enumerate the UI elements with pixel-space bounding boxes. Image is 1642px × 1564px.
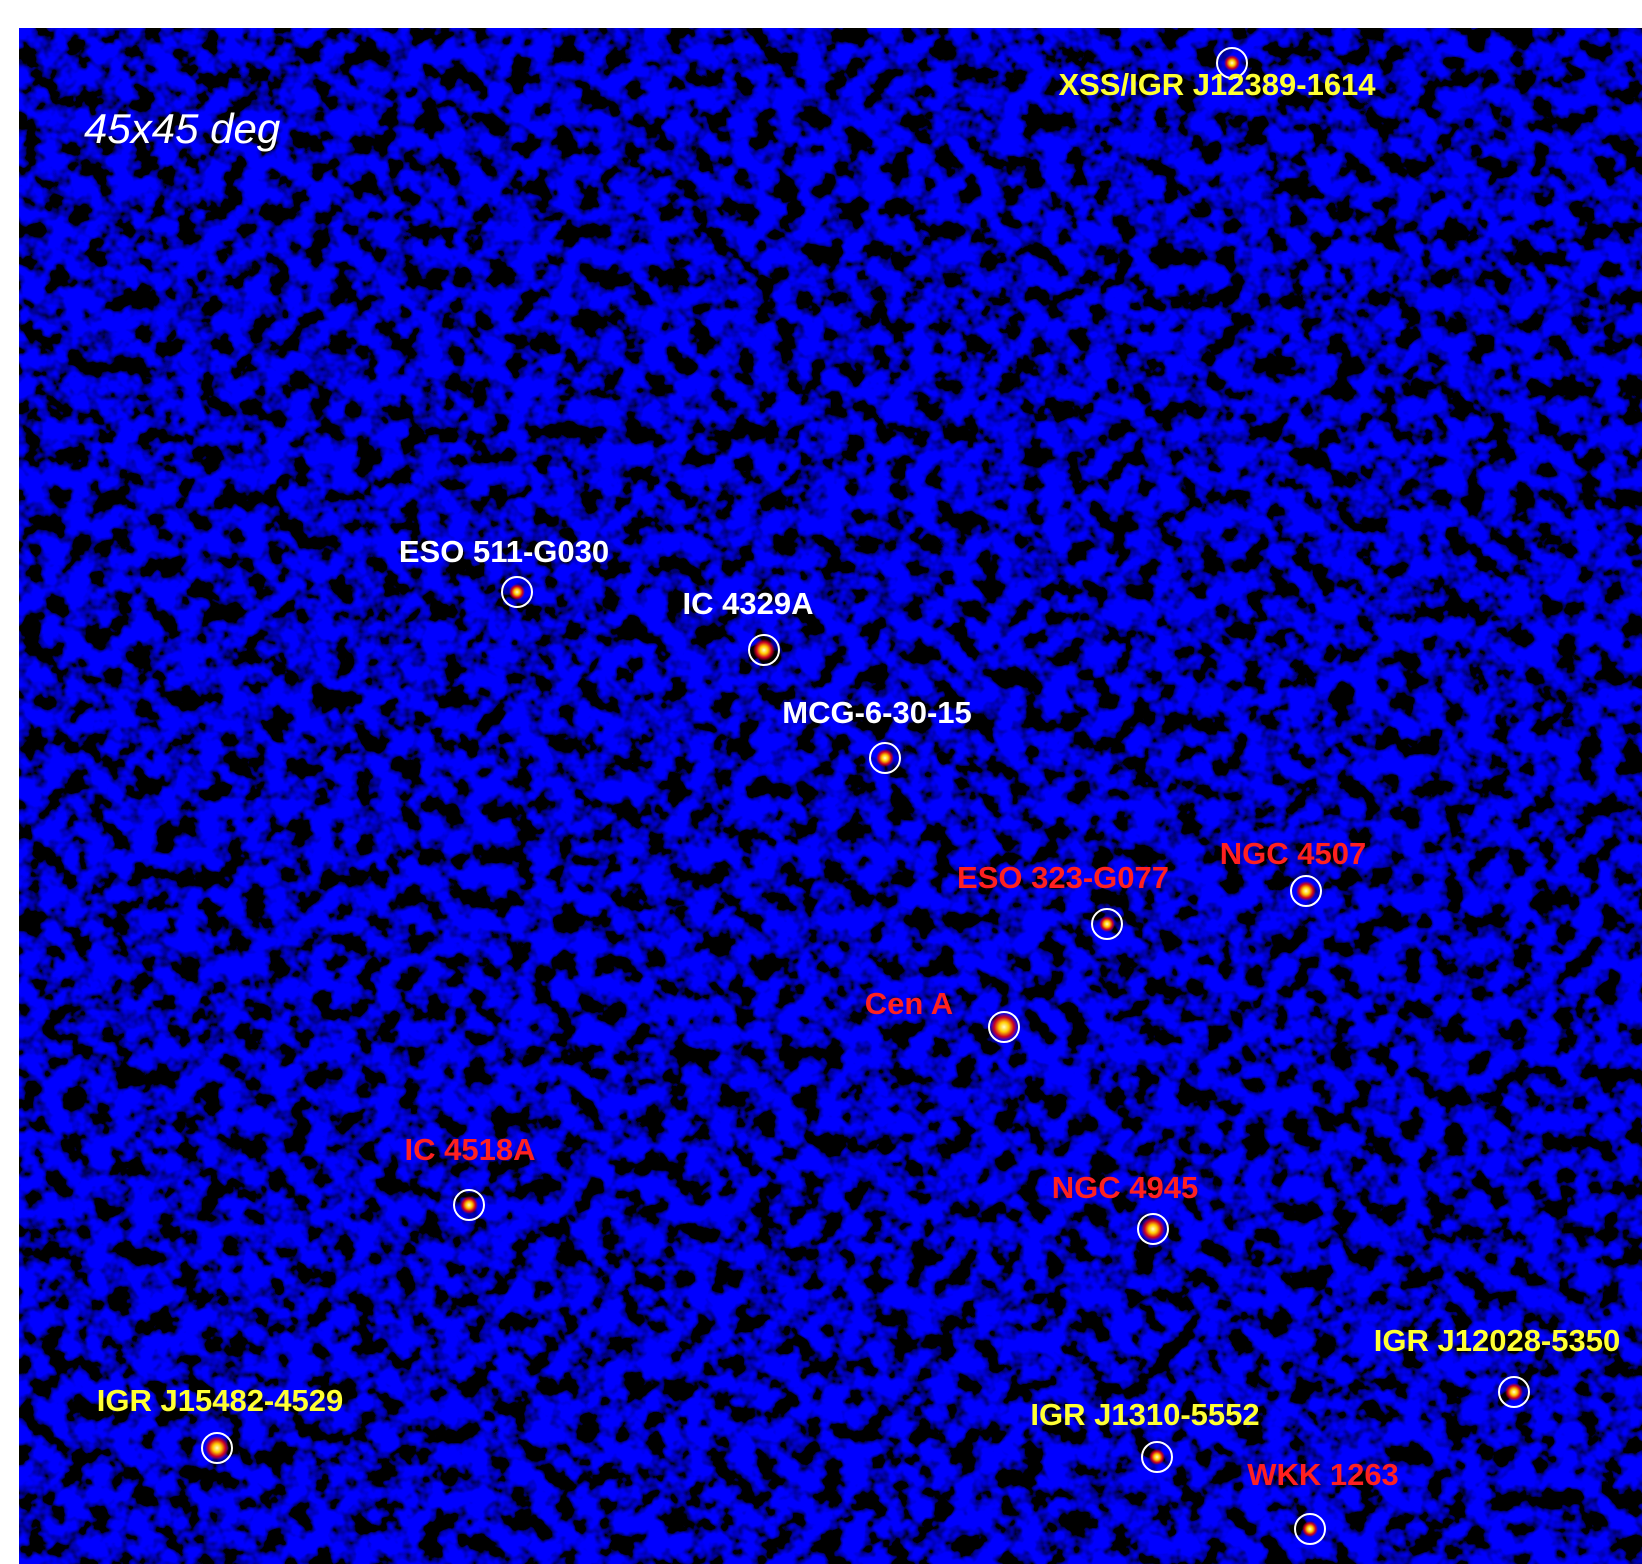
source-glow	[205, 1436, 229, 1460]
source-glow	[1296, 881, 1316, 901]
page: 45x45 deg XSS/IGR J12389-1614 ESO 511-G03…	[0, 0, 1642, 1564]
source-glow	[460, 1196, 478, 1214]
source-glow	[509, 584, 525, 600]
source-glow	[1302, 1521, 1318, 1537]
source-label: IGR J1310-5552	[1030, 1397, 1259, 1432]
source-label: ESO 511-G030	[399, 534, 609, 569]
source-label: IGR J12028-5350	[1374, 1323, 1620, 1358]
source-glow	[876, 749, 894, 767]
source-label: ESO 323-G077	[957, 860, 1169, 895]
source-glow	[1141, 1217, 1165, 1241]
source-label: Cen A	[865, 986, 953, 1021]
source-label: WKK 1263	[1247, 1457, 1399, 1492]
source-label: NGC 4507	[1220, 836, 1366, 871]
source-label: XSS/IGR J12389-1614	[1058, 67, 1376, 102]
source-label: IC 4518A	[405, 1132, 536, 1167]
source-glow	[1149, 1449, 1165, 1465]
source-glow	[1099, 916, 1115, 932]
source-glow	[753, 639, 775, 661]
sky-image: 45x45 deg XSS/IGR J12389-1614 ESO 511-G03…	[0, 0, 1642, 1564]
source-glow	[1505, 1383, 1523, 1401]
source-label: MCG-6-30-15	[782, 695, 972, 730]
source-label: IC 4329A	[683, 586, 814, 621]
source-label: IGR J15482-4529	[97, 1383, 343, 1418]
source-label: NGC 4945	[1052, 1170, 1198, 1205]
source-glow	[990, 1013, 1018, 1041]
scale-label: 45x45 deg	[84, 105, 280, 152]
